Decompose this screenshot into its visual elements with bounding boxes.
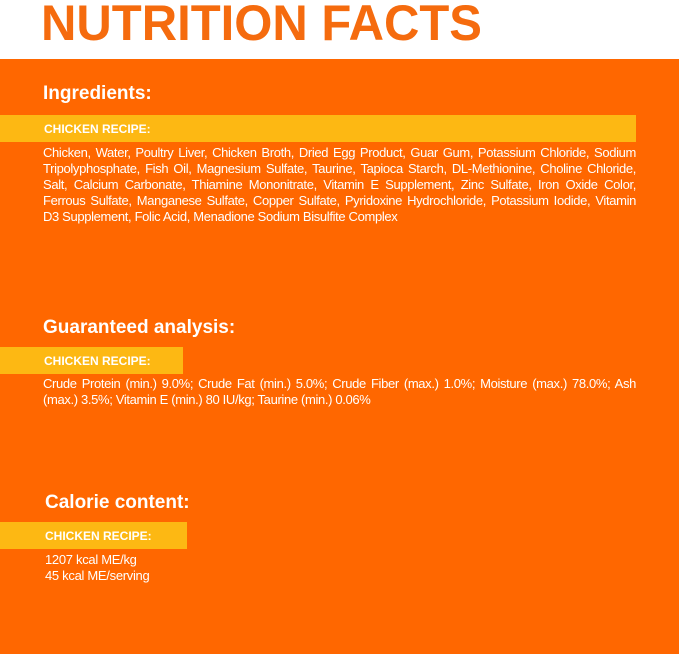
ingredients-recipe-bar: CHICKEN RECIPE:: [0, 115, 636, 142]
ingredients-text: Chicken, Water, Poultry Liver, Chicken B…: [43, 145, 636, 224]
calorie-recipe-bar: CHICKEN RECIPE:: [0, 522, 187, 549]
recipe-label: CHICKEN RECIPE:: [44, 354, 151, 368]
calorie-per-serving: 45 kcal ME/serving: [45, 568, 150, 583]
recipe-label: CHICKEN RECIPE:: [44, 122, 151, 136]
page-title: NUTRITION FACTS: [41, 0, 482, 51]
recipe-label: CHICKEN RECIPE:: [45, 529, 152, 543]
header: NUTRITION FACTS: [0, 0, 679, 59]
analysis-recipe-bar: CHICKEN RECIPE:: [0, 347, 183, 374]
calorie-per-kg: 1207 kcal ME/kg: [45, 552, 137, 567]
calorie-values: 1207 kcal ME/kg 45 kcal ME/serving: [45, 552, 150, 584]
guaranteed-analysis-heading: Guaranteed analysis:: [43, 317, 236, 338]
analysis-text: Crude Protein (min.) 9.0%; Crude Fat (mi…: [43, 376, 636, 407]
ingredients-heading: Ingredients:: [43, 83, 152, 104]
calorie-content-heading: Calorie content:: [45, 492, 190, 513]
